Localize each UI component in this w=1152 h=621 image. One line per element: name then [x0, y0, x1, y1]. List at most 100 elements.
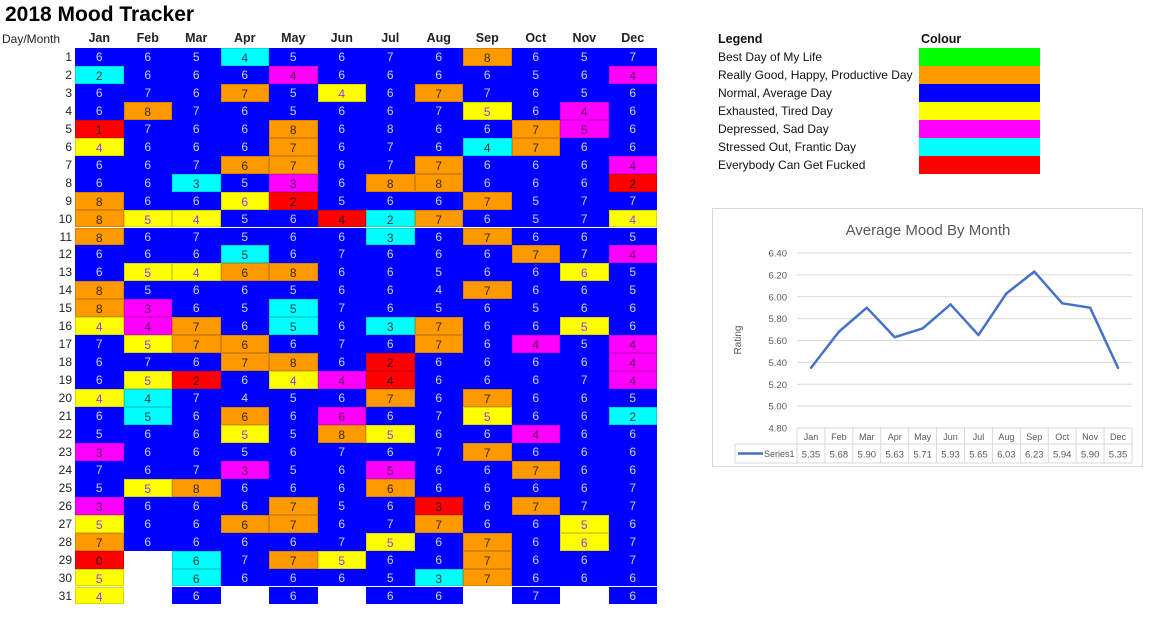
mood-cell[interactable]: 6: [269, 478, 318, 497]
mood-cell[interactable]: 7: [463, 191, 512, 210]
mood-cell[interactable]: 6: [511, 389, 560, 407]
mood-cell[interactable]: 5: [220, 209, 269, 228]
mood-cell[interactable]: 5: [220, 299, 269, 318]
mood-cell[interactable]: 6: [75, 173, 124, 192]
mood-cell[interactable]: 6: [220, 514, 269, 533]
mood-cell[interactable]: 7: [608, 191, 657, 210]
mood-cell[interactable]: 6: [560, 227, 609, 246]
mood-cell[interactable]: 6: [511, 101, 560, 120]
mood-cell[interactable]: 6: [220, 317, 269, 336]
mood-cell[interactable]: 7: [463, 227, 512, 246]
mood-cell[interactable]: 5: [269, 424, 318, 443]
mood-cell[interactable]: 7: [463, 389, 512, 407]
mood-cell[interactable]: 4: [123, 317, 172, 336]
mood-cell[interactable]: 5: [560, 317, 609, 336]
mood-cell[interactable]: 8: [172, 478, 221, 497]
mood-cell[interactable]: 8: [366, 173, 415, 192]
mood-cell[interactable]: 7: [366, 155, 415, 174]
mood-cell[interactable]: 3: [172, 173, 221, 192]
mood-cell[interactable]: 6: [463, 514, 512, 533]
mood-cell[interactable]: 5: [414, 299, 463, 318]
average-mood-chart[interactable]: Average Mood By Month Rating 6.40 6.20 6.00 5…: [712, 208, 1143, 467]
mood-cell[interactable]: 7: [414, 155, 463, 174]
mood-cell[interactable]: 6: [463, 317, 512, 336]
mood-cell[interactable]: 5: [560, 48, 609, 66]
mood-cell[interactable]: 7: [172, 227, 221, 246]
mood-cell[interactable]: 6: [317, 389, 366, 407]
mood-cell[interactable]: 8: [463, 48, 512, 66]
mood-cell[interactable]: 6: [220, 335, 269, 354]
mood-cell[interactable]: 6: [608, 101, 657, 120]
mood-cell[interactable]: 5: [317, 496, 366, 515]
mood-cell[interactable]: 6: [123, 442, 172, 461]
mood-cell[interactable]: 6: [366, 442, 415, 461]
mood-cell[interactable]: 7: [463, 281, 512, 300]
mood-cell[interactable]: 6: [317, 317, 366, 336]
mood-cell[interactable]: 6: [123, 48, 172, 66]
mood-cell[interactable]: 7: [220, 83, 269, 102]
mood-cell[interactable]: 7: [463, 83, 512, 102]
mood-cell[interactable]: 7: [172, 101, 221, 120]
mood-cell[interactable]: 6: [608, 317, 657, 336]
mood-cell[interactable]: 5: [269, 101, 318, 120]
mood-cell[interactable]: 6: [366, 299, 415, 318]
mood-cell[interactable]: 6: [608, 119, 657, 138]
mood-cell[interactable]: 6: [172, 568, 221, 587]
mood-cell[interactable]: 3: [414, 496, 463, 515]
mood-cell[interactable]: 5: [269, 281, 318, 300]
mood-cell[interactable]: 7: [608, 48, 657, 66]
mood-cell[interactable]: 5: [317, 550, 366, 569]
mood-cell[interactable]: 1: [75, 119, 124, 138]
mood-cell[interactable]: 6: [172, 532, 221, 551]
mood-cell[interactable]: 8: [75, 209, 124, 228]
mood-cell[interactable]: 5: [560, 514, 609, 533]
mood-cell[interactable]: 5: [269, 48, 318, 66]
mood-cell[interactable]: 6: [269, 227, 318, 246]
mood-cell[interactable]: 6: [172, 586, 221, 605]
mood-cell[interactable]: 3: [366, 227, 415, 246]
mood-cell[interactable]: 8: [123, 101, 172, 120]
mood-cell[interactable]: 7: [414, 101, 463, 120]
mood-cell[interactable]: 6: [317, 353, 366, 372]
mood-cell[interactable]: 7: [317, 245, 366, 264]
mood-cell[interactable]: 6: [220, 191, 269, 210]
mood-cell[interactable]: 6: [269, 568, 318, 587]
mood-cell[interactable]: 3: [75, 442, 124, 461]
mood-cell[interactable]: 6: [317, 281, 366, 300]
mood-cell[interactable]: 4: [608, 245, 657, 264]
mood-cell[interactable]: 6: [511, 514, 560, 533]
mood-cell[interactable]: 6: [511, 281, 560, 300]
mood-cell[interactable]: 7: [75, 335, 124, 354]
mood-cell[interactable]: 7: [414, 442, 463, 461]
mood-cell[interactable]: 7: [560, 191, 609, 210]
mood-cell[interactable]: 6: [366, 496, 415, 515]
mood-cell[interactable]: 5: [511, 299, 560, 318]
mood-cell[interactable]: 6: [172, 191, 221, 210]
mood-cell[interactable]: 5: [220, 227, 269, 246]
mood-cell[interactable]: 8: [269, 119, 318, 138]
mood-cell[interactable]: 7: [608, 496, 657, 515]
mood-cell[interactable]: 5: [366, 424, 415, 443]
mood-cell[interactable]: 6: [123, 191, 172, 210]
mood-cell[interactable]: 5: [220, 173, 269, 192]
mood-cell[interactable]: 6: [220, 496, 269, 515]
mood-cell[interactable]: 6: [414, 586, 463, 605]
mood-cell[interactable]: 6: [317, 65, 366, 84]
mood-cell[interactable]: 4: [220, 48, 269, 66]
mood-cell[interactable]: 7: [608, 478, 657, 497]
mood-cell[interactable]: 4: [463, 137, 512, 156]
mood-cell[interactable]: 6: [608, 460, 657, 479]
mood-cell[interactable]: 7: [317, 299, 366, 318]
mood-cell[interactable]: 6: [75, 263, 124, 282]
mood-cell[interactable]: 5: [560, 119, 609, 138]
mood-cell[interactable]: 6: [317, 568, 366, 587]
mood-cell[interactable]: 6: [172, 424, 221, 443]
mood-cell[interactable]: 6: [220, 101, 269, 120]
mood-cell[interactable]: 7: [414, 407, 463, 425]
mood-cell[interactable]: 5: [123, 281, 172, 300]
mood-cell[interactable]: 4: [269, 65, 318, 84]
mood-cell[interactable]: 4: [511, 424, 560, 443]
mood-cell[interactable]: 4: [608, 65, 657, 84]
mood-cell[interactable]: 6: [366, 245, 415, 264]
mood-cell[interactable]: 2: [75, 65, 124, 84]
